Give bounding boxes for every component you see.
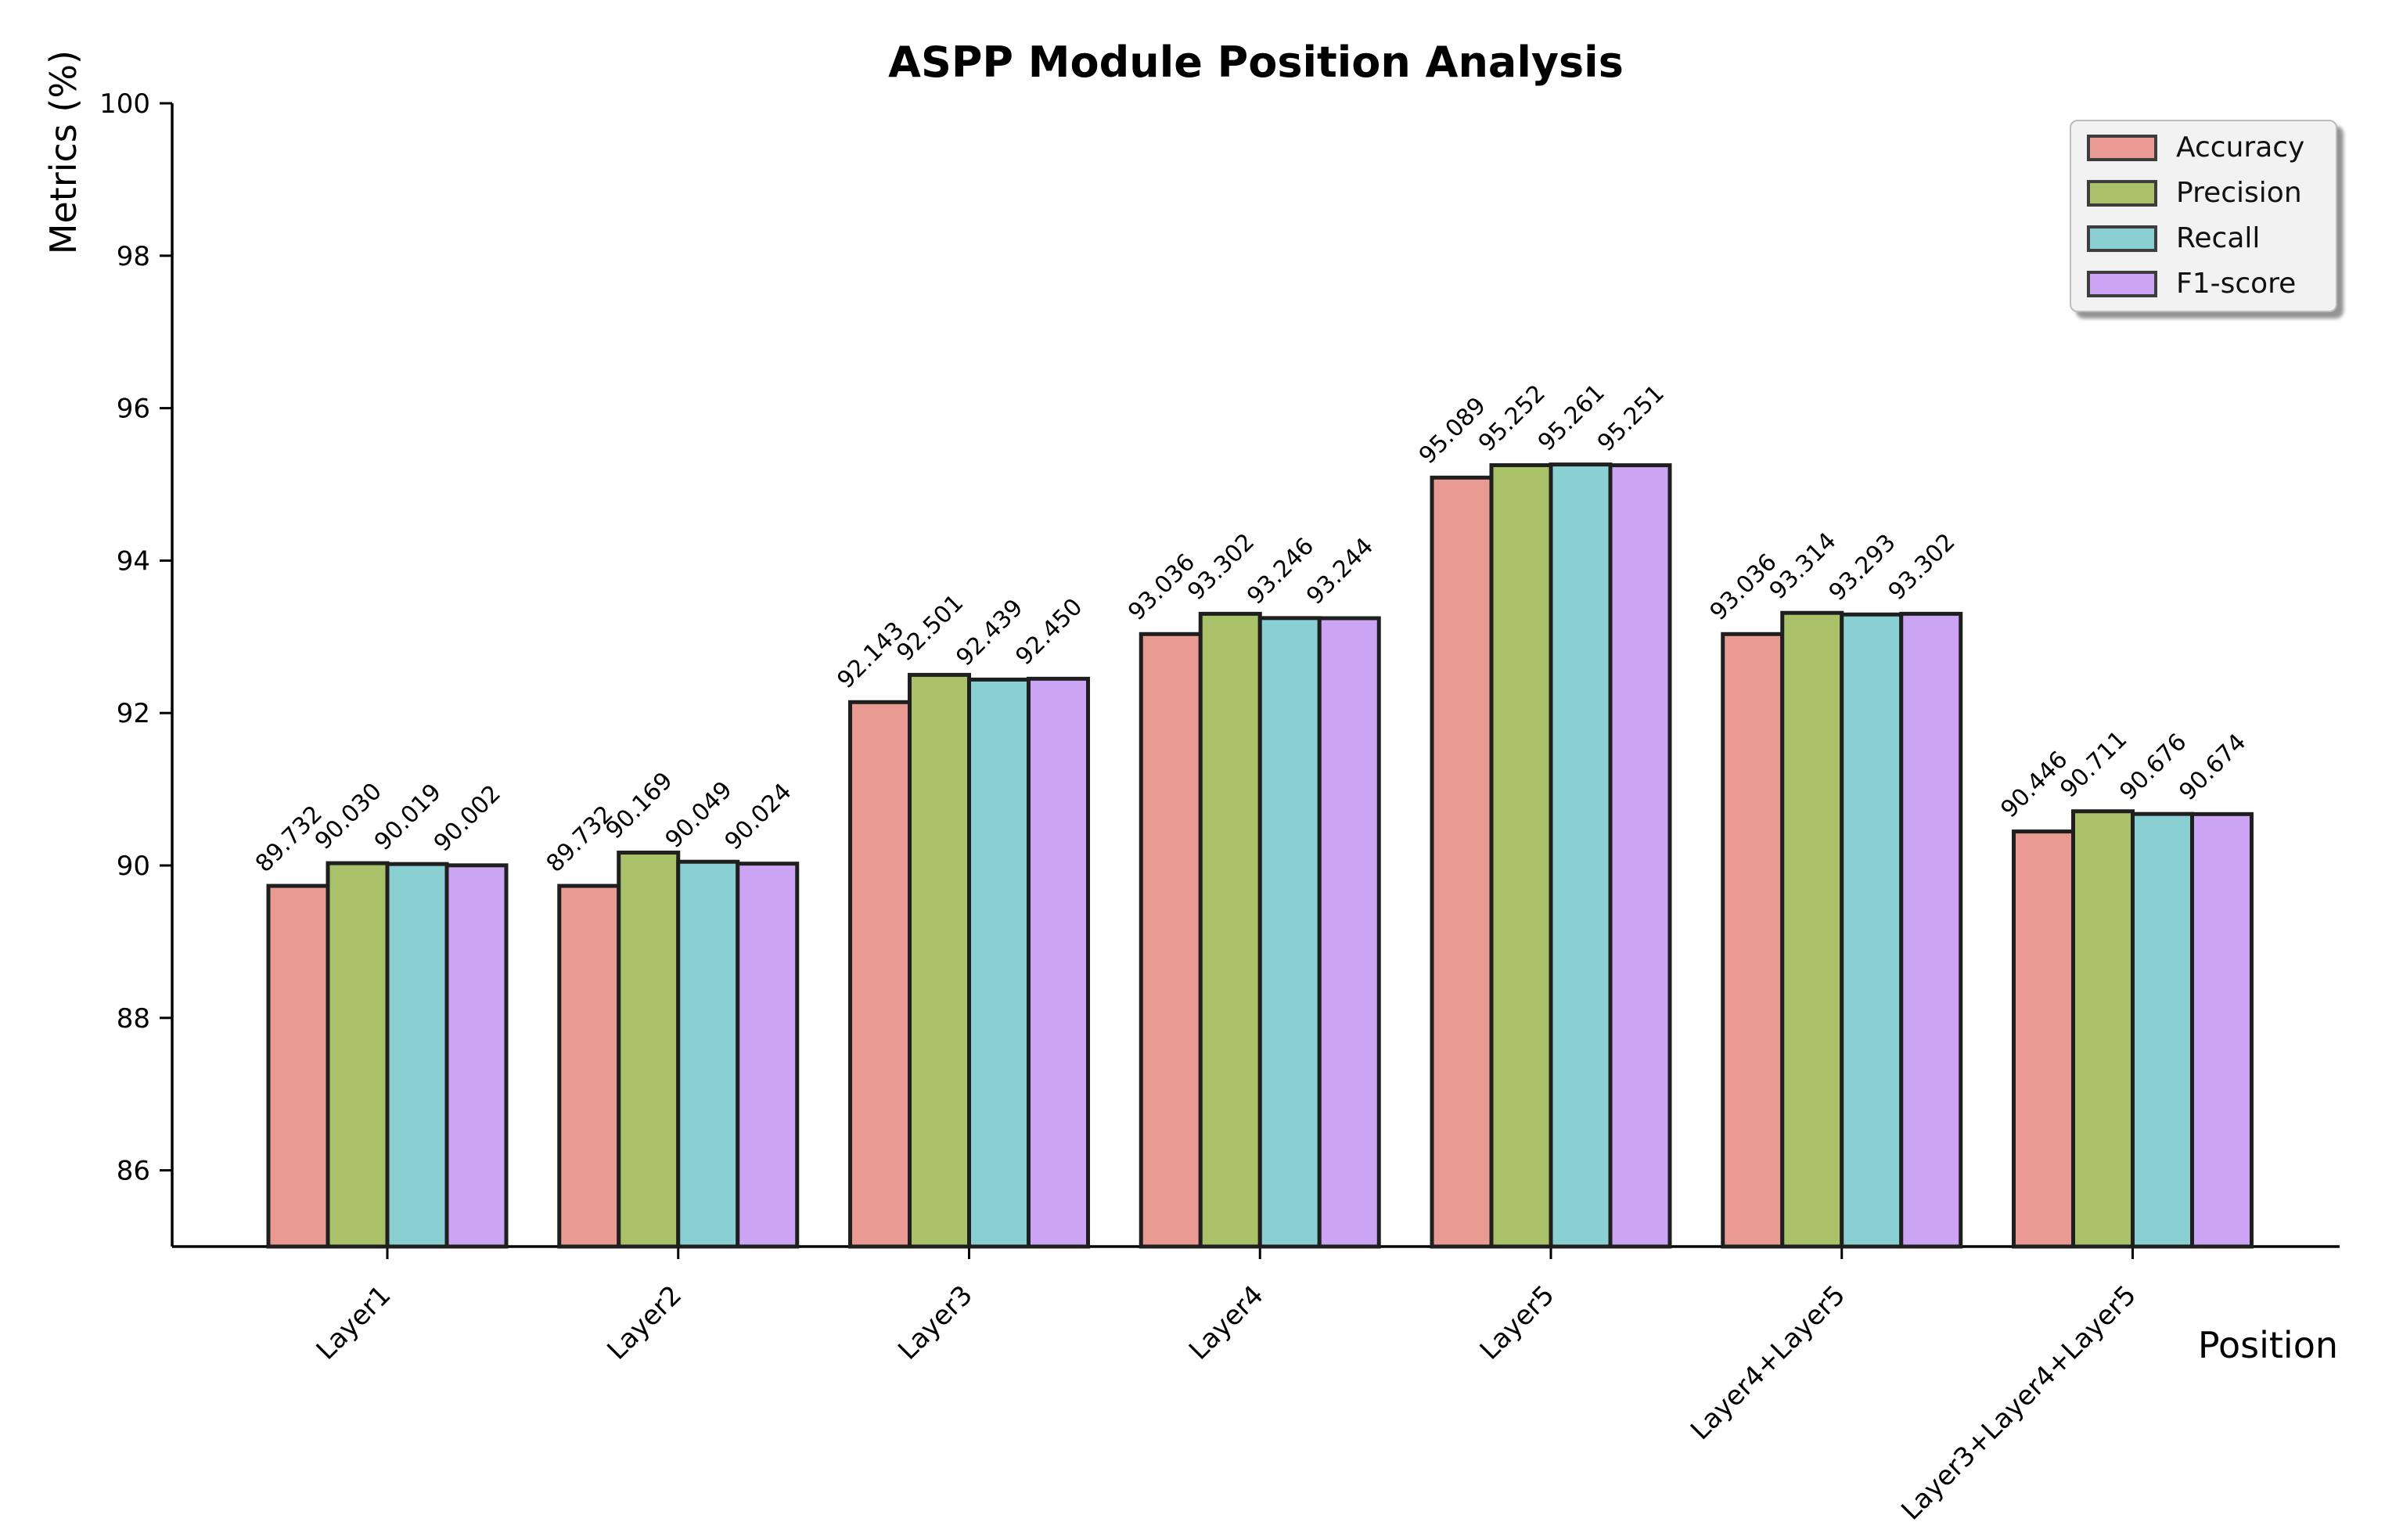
legend-swatch-f1-score: [2087, 271, 2157, 297]
legend-swatch-accuracy: [2087, 135, 2157, 161]
bar-f1-score-layer2: [736, 862, 800, 1249]
bar-accuracy-layer4-layer5: [1721, 631, 1785, 1249]
bar-value-label: 92.450: [1010, 593, 1088, 671]
legend-item-f1-score: F1-score: [2087, 270, 2320, 298]
bar-f1-score-layer5: [1608, 463, 1672, 1249]
y-tick-label: 98: [117, 241, 150, 272]
x-tick-label-layer2: Layer2: [601, 1279, 688, 1366]
legend-swatch-recall: [2087, 225, 2157, 252]
y-tick-label: 100: [99, 88, 150, 120]
bar-value-label: 95.251: [1592, 380, 1670, 457]
y-tick-label: 92: [117, 698, 150, 729]
x-tick-label-layer3: Layer3: [892, 1279, 979, 1366]
bar-precision-layer3: [908, 672, 971, 1249]
legend-label: Precision: [2176, 177, 2302, 209]
legend-label: F1-score: [2176, 268, 2297, 300]
y-tick-label: 96: [117, 394, 150, 425]
legend-label: Recall: [2176, 222, 2261, 254]
x-tick-label-layer3-layer4-layer5: Layer3+Layer4+Layer5: [1895, 1279, 2142, 1527]
bar-precision-layer2: [617, 851, 681, 1249]
bar-recall-layer5: [1549, 462, 1613, 1249]
bar-accuracy-layer4: [1139, 631, 1203, 1249]
legend-label: Accuracy: [2176, 131, 2305, 164]
bar-precision-layer3-layer4-layer5: [2071, 809, 2135, 1249]
legend-item-precision: Precision: [2087, 179, 2320, 207]
bar-accuracy-layer3: [848, 700, 912, 1249]
bar-f1-score-layer3-layer4-layer5: [2190, 811, 2254, 1249]
y-tick-label: 90: [117, 851, 150, 882]
bar-f1-score-layer4: [1317, 616, 1381, 1249]
x-axis-label: Position: [2197, 1324, 2338, 1366]
bar-value-label: 93.302: [1883, 528, 1961, 606]
bar-recall-layer4: [1257, 616, 1322, 1249]
bar-recall-layer3: [967, 677, 1031, 1249]
bar-precision-layer4-layer5: [1780, 610, 1844, 1249]
x-tick-label-layer1: Layer1: [311, 1279, 398, 1366]
legend-item-recall: Recall: [2087, 225, 2320, 253]
bar-accuracy-layer3-layer4-layer5: [2012, 829, 2075, 1249]
bar-precision-layer4: [1198, 611, 1262, 1249]
bar-accuracy-layer2: [557, 883, 621, 1249]
bar-recall-layer3-layer4-layer5: [2131, 811, 2194, 1249]
chart-title: ASPP Module Position Analysis: [888, 38, 1624, 87]
bar-value-label: 92.143: [832, 617, 909, 694]
bar-recall-layer1: [385, 862, 449, 1249]
bar-accuracy-layer5: [1430, 475, 1494, 1249]
bar-value-label: 93.244: [1301, 533, 1379, 610]
bar-accuracy-layer1: [266, 883, 330, 1249]
bar-f1-score-layer1: [444, 863, 509, 1249]
bar-value-label: 89.732: [541, 801, 619, 878]
bar-f1-score-layer3: [1027, 676, 1090, 1249]
bar-value-label: 90.674: [2174, 729, 2251, 806]
x-tick-label-layer5: Layer5: [1474, 1279, 1561, 1366]
bar-recall-layer4-layer5: [1840, 612, 1904, 1249]
bar-precision-layer5: [1489, 462, 1553, 1249]
legend-item-accuracy: Accuracy: [2087, 134, 2320, 162]
x-tick-label-layer4: Layer4: [1183, 1279, 1270, 1366]
bar-precision-layer1: [326, 861, 390, 1249]
bar-recall-layer2: [676, 859, 740, 1249]
y-tick-label: 88: [117, 1003, 150, 1034]
bar-value-label: 90.002: [429, 779, 506, 857]
legend: Accuracy Precision Recall F1-score: [2070, 120, 2337, 312]
bar-f1-score-layer4-layer5: [1899, 611, 1963, 1249]
bar-value-label: 95.252: [1473, 380, 1551, 457]
x-tick-label-layer4-layer5: Layer4+Layer5: [1685, 1279, 1851, 1446]
legend-swatch-precision: [2087, 180, 2157, 207]
y-tick-label: 94: [117, 545, 150, 577]
y-tick-label: 86: [117, 1156, 150, 1187]
